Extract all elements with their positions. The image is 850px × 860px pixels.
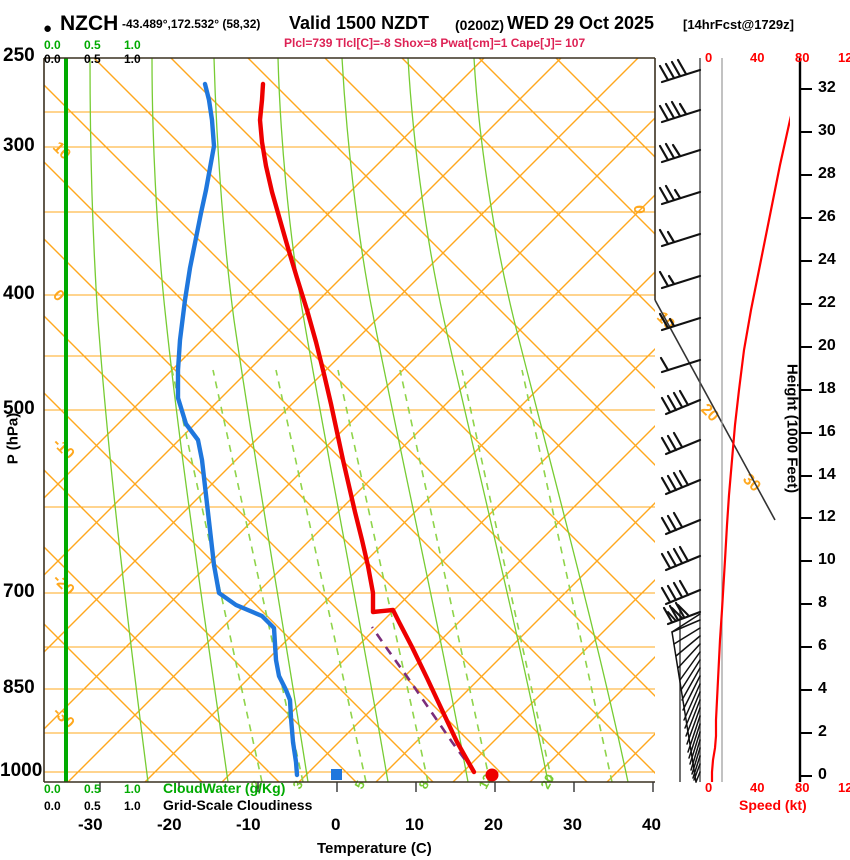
svg-text:-10: -10 [49,435,77,463]
pressure-tick-400: 400 [3,283,35,304]
height-tick-6: 6 [818,637,827,654]
speed-top-tick-0: 0 [705,50,713,65]
pressure-tick-1000: 1000 [0,760,43,781]
height-tick-26: 26 [818,208,836,225]
svg-text:3: 3 [289,778,306,791]
sounding-parameters: Plcl=739 Tlcl[C]=-8 Shox=8 Pwat[cm]=1 Ca… [284,36,586,50]
speed-top-tick-40: 40 [750,50,765,65]
isotherm-lines [44,58,655,782]
height-tick-8: 8 [818,594,827,611]
cloudiness-tick-2: 1.0 [124,799,141,813]
height-tick-16: 16 [818,423,836,440]
temperature-tick-20: 20 [484,815,503,834]
cloudiness-top-tick-1: 0.5 [84,52,101,66]
cloudwater-top-tick-2: 1.0 [124,38,141,52]
height-tick-32: 32 [818,79,836,96]
height-tick-22: 22 [818,294,836,311]
header-bar: ● NZCH -43.489°,172.532° (58,32) Valid 1… [0,12,850,38]
height-tick-28: 28 [818,165,836,182]
height-tick-2: 2 [818,723,827,740]
svg-text:10: 10 [49,139,74,164]
cloudiness-top-tick-2: 1.0 [124,52,141,66]
cloudwater-tick-0: 0.0 [44,782,61,796]
wind-barbs [658,58,702,783]
svg-text:-30: -30 [49,704,77,732]
speed-bottom-tick-40: 40 [750,780,765,795]
height-tick-0: 0 [818,766,827,783]
temperature-tick-40: 40 [642,815,661,834]
height-tick-24: 24 [818,251,836,268]
pressure-tick-700: 700 [3,581,35,602]
cloudiness-legend-label: Grid-Scale Cloudiness [163,797,313,813]
height-tick-20: 20 [818,337,836,354]
isobar-grid [44,58,655,773]
cloudwater-top-tick-1: 0.5 [84,38,101,52]
surface-temperature-marker [485,768,499,782]
speed-bottom-tick-0: 0 [705,780,713,795]
speed-axis-label: Speed (kt) [739,797,807,813]
pressure-tick-300: 300 [3,135,35,156]
temperature-tick-30: 30 [563,815,582,834]
pressure-tick-850: 850 [3,677,35,698]
height-tick-18: 18 [818,380,836,397]
pressure-axis-label: P (hPa) [4,412,22,465]
temperature-trace [257,81,477,775]
cloudiness-tick-1: 0.5 [84,799,101,813]
valid-time-utc: (0200Z) [455,17,505,33]
temperature-tick--10: -10 [236,815,261,834]
speed-bottom-tick-120: 120 [838,780,850,795]
moist-adiabat-lines [89,58,629,782]
temperature-axis-ticks [99,782,654,792]
svg-text:0: 0 [630,205,647,214]
wind-panel-divider [654,299,776,521]
height-tick-30: 30 [818,122,836,139]
svg-text:8: 8 [415,778,432,791]
dewpoint-trace [175,81,300,778]
height-tick-12: 12 [818,508,836,525]
speed-top-tick-80: 80 [795,50,810,65]
temperature-tick-0: 0 [331,815,341,834]
pressure-tick-500: 500 [3,398,35,419]
temperature-tick--20: -20 [157,815,182,834]
svg-text:20: 20 [697,401,722,426]
height-tick-4: 4 [818,680,827,697]
speed-profile-trace [710,115,790,782]
station-id: NZCH [60,12,119,35]
valid-time: Valid 1500 NZDT [289,13,430,33]
height-axis-ticks [800,88,812,777]
surface-dewpoint-marker [331,769,342,780]
plot-frame [43,57,656,783]
pressure-tick-250: 250 [3,45,35,66]
speed-bottom-tick-80: 80 [795,780,810,795]
temperature-axis-label: Temperature (C) [317,840,432,857]
height-tick-10: 10 [818,551,836,568]
mixing-ratio-lines [171,369,613,782]
svg-text:-20: -20 [49,571,77,599]
cloudiness-tick-0: 0.0 [44,799,61,813]
station-coords: -43.489°,172.532° (58,32) [122,17,261,31]
cloudwater-tick-1: 0.5 [84,782,101,796]
cloudwater-tick-2: 1.0 [124,782,141,796]
valid-date: WED 29 Oct 2025 [507,13,655,33]
speed-top-tick-120: 120 [838,50,850,65]
cloudwater-top-tick-0: 0.0 [44,38,61,52]
cloudiness-top-tick-0: 0.0 [44,52,61,66]
cloudwater-legend-label: CloudWater (g/Kg) [163,780,286,796]
height-tick-14: 14 [818,466,836,483]
forecast-stamp: [14hrFcst@1729z] [683,17,794,32]
temperature-tick--30: -30 [78,815,103,834]
temperature-tick-10: 10 [405,815,424,834]
station-marker-icon: ● [43,20,53,37]
height-axis-label: Height (1000 Feet) [783,363,801,494]
